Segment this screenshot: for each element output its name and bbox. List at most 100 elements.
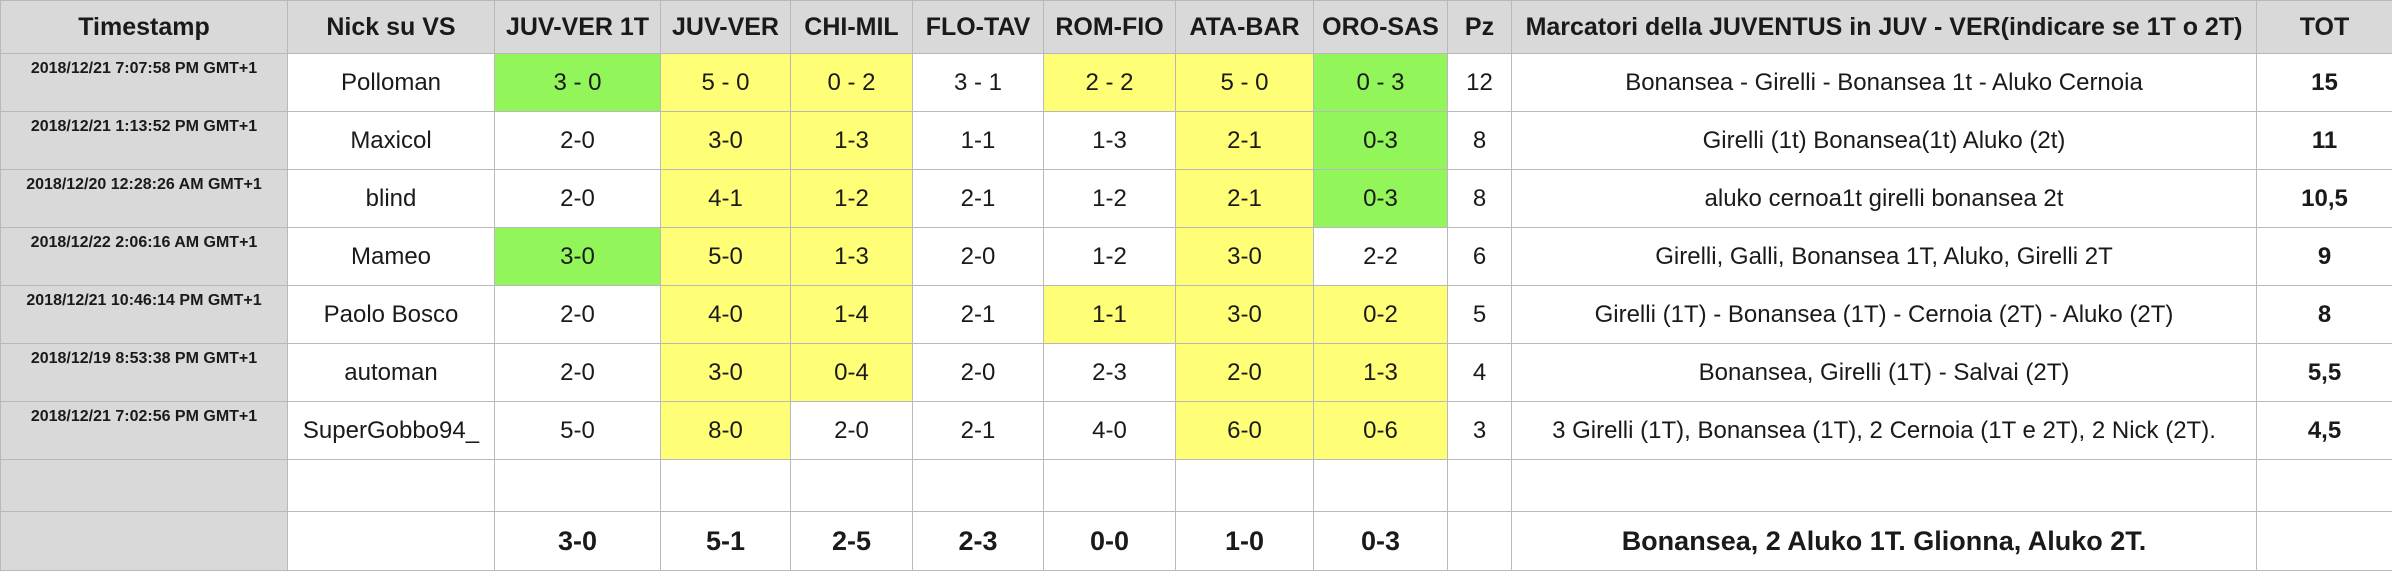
cell-pick-rom-fio[interactable]: 2-3 xyxy=(1044,344,1176,402)
cell-timestamp[interactable]: 2018/12/22 2:06:16 AM GMT+1 xyxy=(1,228,288,286)
cell-tot[interactable]: 10,5 xyxy=(2257,170,2392,228)
cell-marcatori[interactable]: Girelli (1t) Bonansea(1t) Aluko (2t) xyxy=(1512,112,2257,170)
cell-timestamp[interactable]: 2018/12/21 7:07:58 PM GMT+1 xyxy=(1,54,288,112)
cell-nick[interactable]: blind xyxy=(288,170,495,228)
empty-cell[interactable] xyxy=(1448,512,1512,571)
cell-nick[interactable]: Polloman xyxy=(288,54,495,112)
cell-pz[interactable]: 6 xyxy=(1448,228,1512,286)
cell-pick-juv-ver-1t[interactable]: 2-0 xyxy=(495,286,661,344)
cell-marcatori[interactable]: Bonansea, Girelli (1T) - Salvai (2T) xyxy=(1512,344,2257,402)
cell-pick-juv-ver[interactable]: 4-0 xyxy=(661,286,791,344)
cell-pz[interactable]: 5 xyxy=(1448,286,1512,344)
cell-pick-ata-bar[interactable]: 2-0 xyxy=(1176,344,1314,402)
cell-pick-rom-fio[interactable]: 1-2 xyxy=(1044,228,1176,286)
cell-timestamp[interactable]: 2018/12/21 10:46:14 PM GMT+1 xyxy=(1,286,288,344)
cell-pick-rom-fio[interactable]: 1-1 xyxy=(1044,286,1176,344)
cell-pz[interactable]: 12 xyxy=(1448,54,1512,112)
header-rom-fio[interactable]: ROM-FIO xyxy=(1044,1,1176,54)
cell-nick[interactable]: Paolo Bosco xyxy=(288,286,495,344)
cell-pick-juv-ver[interactable]: 5 - 0 xyxy=(661,54,791,112)
result-marcatori[interactable]: Bonansea, 2 Aluko 1T. Glionna, Aluko 2T. xyxy=(1512,512,2257,571)
cell-pick-flo-tav[interactable]: 2-1 xyxy=(913,402,1044,460)
cell-pick-ata-bar[interactable]: 2-1 xyxy=(1176,112,1314,170)
result-rom-fio[interactable]: 0-0 xyxy=(1044,512,1176,571)
cell-marcatori[interactable]: Girelli, Galli, Bonansea 1T, Aluko, Gire… xyxy=(1512,228,2257,286)
cell-pick-chi-mil[interactable]: 1-2 xyxy=(791,170,913,228)
result-ata-bar[interactable]: 1-0 xyxy=(1176,512,1314,571)
cell-pick-juv-ver[interactable]: 8-0 xyxy=(661,402,791,460)
cell-pick-oro-sas[interactable]: 0-6 xyxy=(1314,402,1448,460)
cell-pick-oro-sas[interactable]: 0-3 xyxy=(1314,112,1448,170)
cell-pick-juv-ver[interactable]: 3-0 xyxy=(661,344,791,402)
result-flo-tav[interactable]: 2-3 xyxy=(913,512,1044,571)
empty-cell[interactable] xyxy=(791,460,913,512)
cell-tot[interactable]: 9 xyxy=(2257,228,2392,286)
header-marcatori[interactable]: Marcatori della JUVENTUS in JUV - VER(in… xyxy=(1512,1,2257,54)
cell-pick-ata-bar[interactable]: 2-1 xyxy=(1176,170,1314,228)
cell-pick-flo-tav[interactable]: 2-1 xyxy=(913,286,1044,344)
header-pz[interactable]: Pz xyxy=(1448,1,1512,54)
cell-pick-ata-bar[interactable]: 6-0 xyxy=(1176,402,1314,460)
cell-tot[interactable]: 5,5 xyxy=(2257,344,2392,402)
result-oro-sas[interactable]: 0-3 xyxy=(1314,512,1448,571)
cell-nick[interactable]: SuperGobbo94_ xyxy=(288,402,495,460)
cell-pick-juv-ver-1t[interactable]: 2-0 xyxy=(495,344,661,402)
cell-pick-ata-bar[interactable]: 5 - 0 xyxy=(1176,54,1314,112)
cell-pick-juv-ver-1t[interactable]: 5-0 xyxy=(495,402,661,460)
header-chi-mil[interactable]: CHI-MIL xyxy=(791,1,913,54)
cell-nick[interactable]: Mameo xyxy=(288,228,495,286)
cell-pick-oro-sas[interactable]: 0-2 xyxy=(1314,286,1448,344)
empty-cell[interactable] xyxy=(2257,512,2392,571)
cell-marcatori[interactable]: aluko cernoa1t girelli bonansea 2t xyxy=(1512,170,2257,228)
empty-cell[interactable] xyxy=(288,512,495,571)
cell-pick-juv-ver-1t[interactable]: 2-0 xyxy=(495,170,661,228)
cell-tot[interactable]: 15 xyxy=(2257,54,2392,112)
empty-cell[interactable] xyxy=(1176,460,1314,512)
cell-pz[interactable]: 3 xyxy=(1448,402,1512,460)
cell-timestamp[interactable]: 2018/12/21 1:13:52 PM GMT+1 xyxy=(1,112,288,170)
cell-pick-oro-sas[interactable]: 2-2 xyxy=(1314,228,1448,286)
cell-pick-oro-sas[interactable]: 0-3 xyxy=(1314,170,1448,228)
header-flo-tav[interactable]: FLO-TAV xyxy=(913,1,1044,54)
cell-pick-juv-ver[interactable]: 4-1 xyxy=(661,170,791,228)
empty-cell[interactable] xyxy=(661,460,791,512)
cell-pick-rom-fio[interactable]: 1-3 xyxy=(1044,112,1176,170)
cell-pz[interactable]: 8 xyxy=(1448,170,1512,228)
cell-pick-flo-tav[interactable]: 2-1 xyxy=(913,170,1044,228)
empty-cell[interactable] xyxy=(495,460,661,512)
cell-pick-juv-ver-1t[interactable]: 3-0 xyxy=(495,228,661,286)
cell-pick-chi-mil[interactable]: 2-0 xyxy=(791,402,913,460)
cell-pick-chi-mil[interactable]: 0 - 2 xyxy=(791,54,913,112)
cell-pick-juv-ver[interactable]: 5-0 xyxy=(661,228,791,286)
cell-pick-oro-sas[interactable]: 0 - 3 xyxy=(1314,54,1448,112)
cell-pick-oro-sas[interactable]: 1-3 xyxy=(1314,344,1448,402)
cell-timestamp[interactable]: 2018/12/21 7:02:56 PM GMT+1 xyxy=(1,402,288,460)
cell-pick-chi-mil[interactable]: 1-3 xyxy=(791,112,913,170)
header-oro-sas[interactable]: ORO-SAS xyxy=(1314,1,1448,54)
cell-pick-flo-tav[interactable]: 3 - 1 xyxy=(913,54,1044,112)
cell-timestamp[interactable]: 2018/12/19 8:53:38 PM GMT+1 xyxy=(1,344,288,402)
cell-pick-chi-mil[interactable]: 1-4 xyxy=(791,286,913,344)
cell-pick-chi-mil[interactable]: 1-3 xyxy=(791,228,913,286)
empty-cell[interactable] xyxy=(1,460,288,512)
cell-pz[interactable]: 4 xyxy=(1448,344,1512,402)
cell-pick-rom-fio[interactable]: 2 - 2 xyxy=(1044,54,1176,112)
header-juv-ver[interactable]: JUV-VER xyxy=(661,1,791,54)
empty-cell[interactable] xyxy=(1512,460,2257,512)
header-juv-ver-1t[interactable]: JUV-VER 1T xyxy=(495,1,661,54)
result-juv-ver[interactable]: 5-1 xyxy=(661,512,791,571)
empty-cell[interactable] xyxy=(1044,460,1176,512)
cell-nick[interactable]: Maxicol xyxy=(288,112,495,170)
cell-marcatori[interactable]: Girelli (1T) - Bonansea (1T) - Cernoia (… xyxy=(1512,286,2257,344)
cell-pick-flo-tav[interactable]: 1-1 xyxy=(913,112,1044,170)
cell-marcatori[interactable]: 3 Girelli (1T), Bonansea (1T), 2 Cernoia… xyxy=(1512,402,2257,460)
cell-tot[interactable]: 8 xyxy=(2257,286,2392,344)
cell-pick-ata-bar[interactable]: 3-0 xyxy=(1176,286,1314,344)
cell-pz[interactable]: 8 xyxy=(1448,112,1512,170)
empty-cell[interactable] xyxy=(2257,460,2392,512)
header-timestamp[interactable]: Timestamp xyxy=(1,1,288,54)
empty-cell[interactable] xyxy=(1448,460,1512,512)
empty-cell[interactable] xyxy=(913,460,1044,512)
empty-cell[interactable] xyxy=(1,512,288,571)
empty-cell[interactable] xyxy=(288,460,495,512)
